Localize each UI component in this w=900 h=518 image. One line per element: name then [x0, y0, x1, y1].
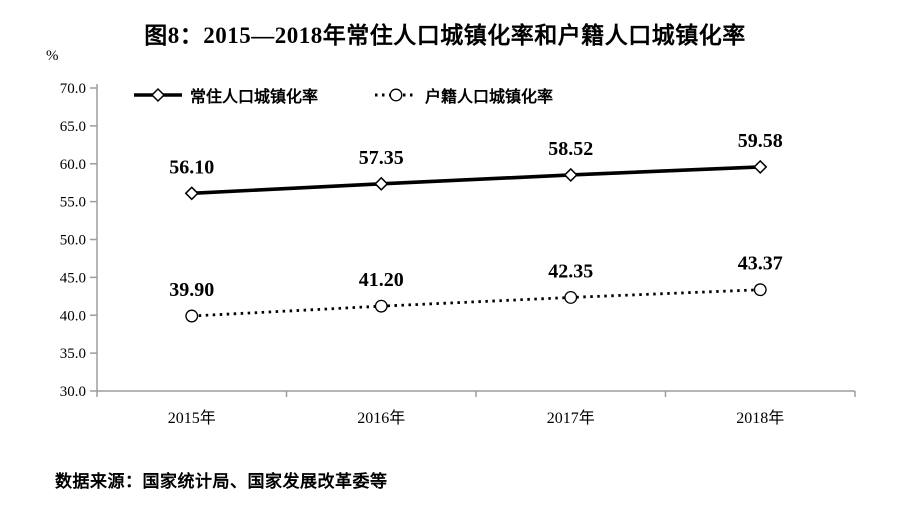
- data-marker-diamond: [563, 167, 578, 183]
- x-tick-label: 2017年: [547, 409, 595, 427]
- x-tick-label: 2018年: [736, 409, 784, 427]
- chart-legend: 常住人口城镇化率 户籍人口城镇化率: [133, 83, 553, 107]
- y-tick-label: 35.0: [60, 346, 86, 362]
- y-tick-label: 55.0: [60, 195, 86, 211]
- y-tick-label: 40.0: [60, 308, 86, 324]
- data-point-label: 57.35: [359, 147, 404, 169]
- y-tick-label: 30.0: [60, 384, 86, 400]
- y-tick-label: 60.0: [60, 157, 86, 173]
- data-marker-diamond: [374, 176, 389, 191]
- legend-item-registered-rate: 户籍人口城镇化率: [374, 83, 553, 107]
- data-marker-circle: [753, 283, 767, 297]
- data-point-label: 56.10: [169, 156, 214, 178]
- data-marker-diamond: [184, 186, 199, 201]
- solid-line-diamond-marker-icon: [134, 87, 182, 103]
- data-marker-circle: [185, 309, 199, 323]
- data-point-label: 39.90: [169, 279, 214, 301]
- y-axis-unit-label: %: [46, 48, 59, 64]
- x-tick-label: 2015年: [168, 409, 216, 427]
- dotted-line-circle-marker-icon: [375, 88, 418, 102]
- y-tick-label: 50.0: [60, 233, 86, 249]
- chart-title: 图8：2015—2018年常住人口城镇化率和户籍人口城镇化率: [144, 23, 746, 48]
- series-line-1: [191, 288, 761, 318]
- data-point-label: 59.58: [738, 130, 783, 152]
- x-tick-label: 2016年: [357, 409, 405, 427]
- y-tick-label: 65.0: [60, 119, 86, 135]
- legend-label-resident-rate: 常住人口城镇化率: [190, 89, 319, 106]
- data-marker-circle: [564, 290, 578, 304]
- data-point-label: 58.52: [548, 138, 593, 160]
- data-marker-circle: [374, 299, 388, 313]
- data-point-label: 42.35: [548, 260, 593, 282]
- legend-item-resident-rate: 常住人口城镇化率: [133, 83, 318, 107]
- y-tick-label: 45.0: [60, 270, 86, 286]
- legend-label-registered-rate: 户籍人口城镇化率: [425, 89, 554, 106]
- series-line-0: [191, 165, 761, 196]
- data-point-label: 41.20: [359, 269, 404, 291]
- y-tick-label: 70.0: [60, 81, 86, 97]
- data-point-label: 43.37: [738, 253, 783, 275]
- data-marker-diamond: [753, 159, 768, 174]
- data-source-note: 数据来源：国家统计局、国家发展改革委等: [55, 472, 388, 491]
